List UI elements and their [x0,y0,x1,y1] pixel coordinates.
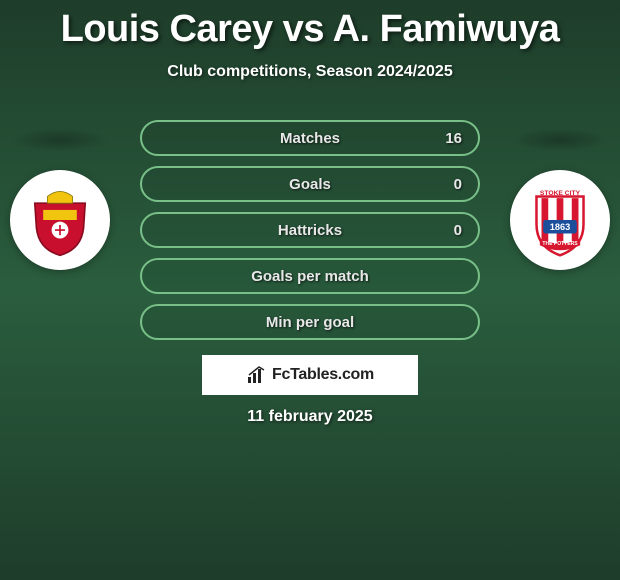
stat-label: Goals [289,176,331,193]
stat-label: Matches [280,130,340,147]
brand-text: FcTables.com [272,366,374,384]
stat-row: Matches 16 [140,120,480,156]
shadow-right [510,128,610,152]
svg-text:STOKE CITY: STOKE CITY [540,190,581,197]
bristol-city-crest-icon [18,178,102,262]
shadow-left [10,128,110,152]
stat-label: Hattricks [278,222,342,239]
brand-box: FcTables.com [202,355,418,395]
stat-label: Goals per match [251,268,369,285]
subtitle: Club competitions, Season 2024/2025 [0,63,620,81]
stat-label: Min per goal [266,314,354,331]
chart-icon [246,365,266,385]
stats-container: Matches 16 Goals 0 Hattricks 0 Goals per… [140,120,480,350]
stat-row: Goals 0 [140,166,480,202]
crest-motto: THE POTTERS [542,241,578,247]
date-text: 11 february 2025 [0,408,620,426]
page-title: Louis Carey vs A. Famiwuya [0,0,620,51]
stat-row: Min per goal [140,304,480,340]
stat-value-right: 0 [454,222,462,239]
stoke-city-crest-icon: STOKE CITY 1863 THE POTTERS [518,178,602,262]
stat-value-right: 16 [445,130,462,147]
stat-row: Goals per match [140,258,480,294]
team-badge-left [10,170,110,270]
team-badge-right: STOKE CITY 1863 THE POTTERS [510,170,610,270]
stat-value-right: 0 [454,176,462,193]
stat-row: Hattricks 0 [140,212,480,248]
crest-year: 1863 [550,222,571,232]
